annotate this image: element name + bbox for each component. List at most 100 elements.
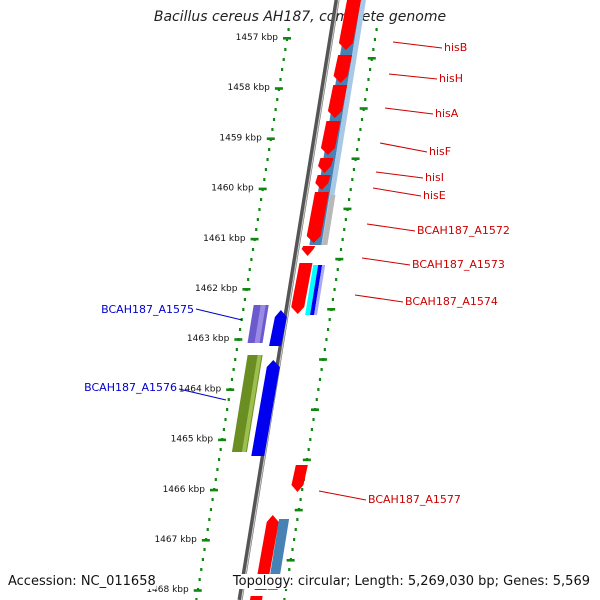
kbp-tick-label: 1465 kbp xyxy=(171,435,214,445)
tick-dot xyxy=(325,338,328,341)
tick-dot xyxy=(247,278,250,281)
tick-dot xyxy=(344,218,347,221)
tick-dot xyxy=(206,528,209,531)
major-tick-right xyxy=(359,107,368,110)
tick-dot xyxy=(318,378,322,381)
major-tick-right xyxy=(286,559,295,562)
tick-dot xyxy=(243,298,247,301)
tick-dot xyxy=(227,398,230,401)
tick-dot xyxy=(219,448,222,451)
leader-line xyxy=(384,107,434,115)
leader-line xyxy=(366,223,416,232)
gene-label: BCAH187_A1576 xyxy=(84,381,177,394)
gene-labels-right: hisB hisH hisA hisF hisI hisE BCAH187_A1… xyxy=(368,41,510,506)
tick-dot xyxy=(310,428,314,431)
kbp-tick-label: 1461 kbp xyxy=(203,234,246,244)
tick-dot xyxy=(264,168,268,171)
tick-dot xyxy=(226,408,229,411)
map-title: Bacillus cereus AH187, complete genome xyxy=(153,9,447,25)
major-tick-left xyxy=(193,589,202,592)
tick-dot xyxy=(312,418,315,421)
gene-arrow xyxy=(250,596,263,600)
kbp-tick-label: 1464 kbp xyxy=(179,384,222,394)
tick-dot xyxy=(351,178,354,181)
genome-info-text: Topology: circular; Length: 5,269,030 bp… xyxy=(232,574,590,589)
kbp-tick-label: 1467 kbp xyxy=(154,535,197,545)
feature-blue xyxy=(310,265,323,315)
tick-dot xyxy=(360,118,364,121)
tick-dot xyxy=(248,268,251,271)
tick-dot xyxy=(293,538,296,541)
cds-feature-shade xyxy=(254,305,266,343)
tick-dot xyxy=(201,558,204,561)
tick-dot xyxy=(317,388,320,391)
gene-arrow xyxy=(333,55,353,83)
gene-label: BCAH187_A1573 xyxy=(412,258,505,271)
leader-line xyxy=(195,308,243,321)
cds-feature-shade xyxy=(321,0,366,245)
tick-dot xyxy=(279,78,282,81)
tick-dot xyxy=(263,178,266,181)
tick-dot xyxy=(372,48,375,51)
gene-arrow xyxy=(306,192,329,243)
leader-line xyxy=(379,142,428,153)
tick-dot xyxy=(339,248,343,251)
tick-dot xyxy=(359,128,362,131)
tick-dot xyxy=(299,498,302,501)
gene-arrow xyxy=(254,515,279,590)
tick-dot xyxy=(203,548,206,551)
tick-dot xyxy=(230,378,234,381)
tick-dot xyxy=(333,288,336,291)
tick-dot xyxy=(294,528,297,531)
tick-dot xyxy=(291,548,294,551)
accession-text: Accession: NC_011658 xyxy=(8,574,156,589)
tick-dot xyxy=(258,208,261,211)
major-tick-left xyxy=(258,187,267,191)
tick-dot xyxy=(326,328,330,331)
tick-dot xyxy=(369,68,372,71)
tick-dot xyxy=(198,578,201,581)
gene-arrow xyxy=(315,175,331,190)
gene-label: hisH xyxy=(439,72,463,85)
leader-line xyxy=(388,73,438,80)
tick-dot xyxy=(238,328,242,331)
major-tick-right xyxy=(327,308,336,311)
kbp-tick-label: 1457 kbp xyxy=(236,33,279,43)
major-tick-left xyxy=(226,388,235,391)
kbp-tick-label: 1463 kbp xyxy=(187,334,230,344)
tick-dot xyxy=(331,298,335,301)
leader-line xyxy=(372,187,422,197)
major-tick-right xyxy=(319,358,328,361)
tick-dot xyxy=(296,518,299,521)
tick-dot xyxy=(284,588,288,591)
gene-arrow xyxy=(269,310,287,346)
tick-dot xyxy=(287,28,290,31)
genome-backbone-highlight xyxy=(240,0,340,600)
tick-dot xyxy=(301,488,304,491)
tick-dot xyxy=(208,518,211,521)
tick-dot xyxy=(288,568,291,571)
major-tick-left xyxy=(283,37,292,40)
tick-dot xyxy=(200,568,203,571)
tick-dot xyxy=(309,438,312,441)
tick-dot xyxy=(328,318,331,321)
major-tick-right xyxy=(367,57,376,60)
gene-label: BCAH187_A1577 xyxy=(368,493,461,506)
kbp-tick-label: 1462 kbp xyxy=(195,284,238,294)
tick-dot xyxy=(209,508,213,511)
tick-dot xyxy=(307,448,310,451)
tick-dot xyxy=(232,368,235,371)
leader-lines xyxy=(178,41,443,501)
tick-dot xyxy=(266,158,269,161)
leader-line xyxy=(178,388,227,401)
tick-dot xyxy=(216,468,219,471)
major-tick-left xyxy=(242,288,251,291)
major-tick-right xyxy=(294,508,303,512)
leader-line xyxy=(392,41,443,49)
tick-dot xyxy=(222,428,226,431)
gene-label: hisI xyxy=(425,171,444,184)
leader-line xyxy=(375,171,424,179)
major-tick-left xyxy=(250,237,259,241)
gene-arrow xyxy=(291,465,308,492)
tick-dot xyxy=(373,38,377,41)
